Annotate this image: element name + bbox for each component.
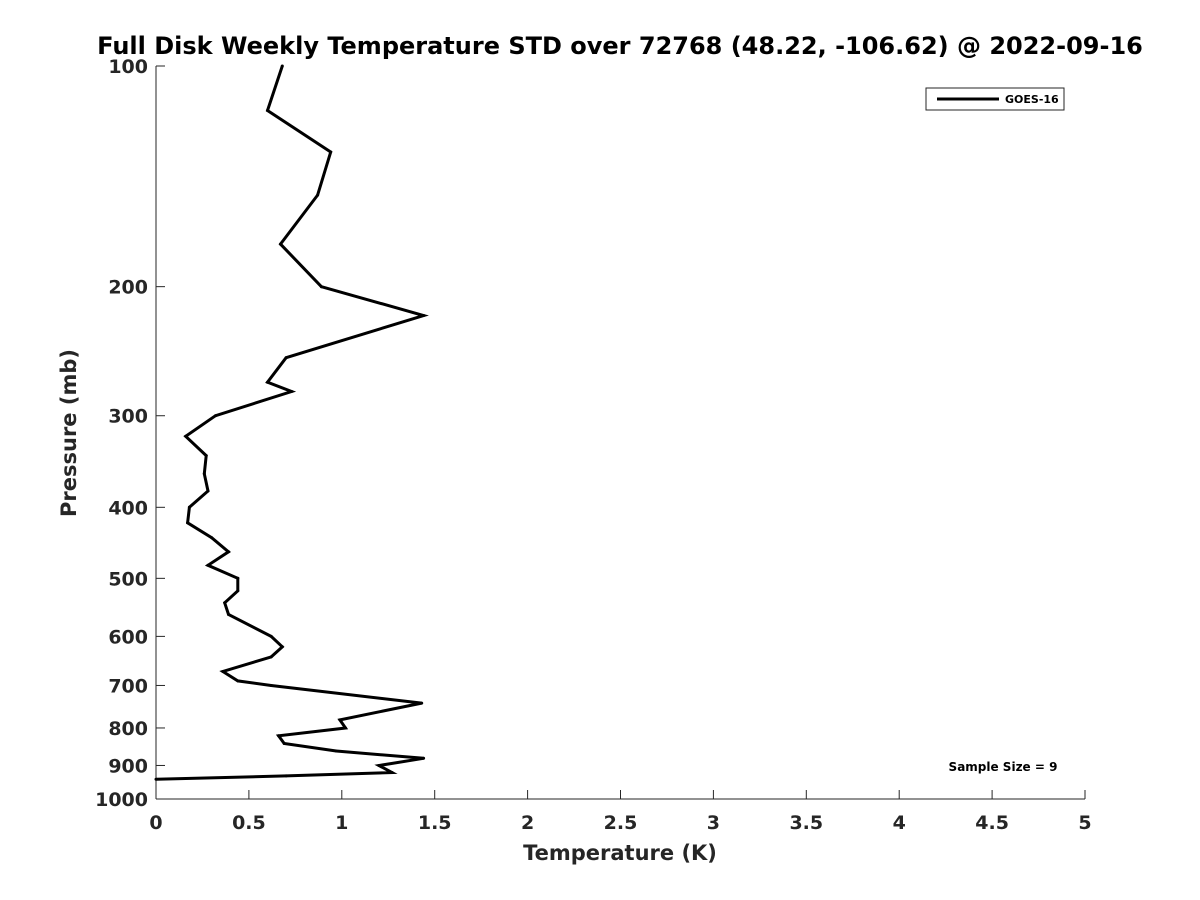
data-point (334, 749, 338, 753)
data-point (269, 684, 273, 687)
y-tick-label: 300 (108, 406, 148, 428)
x-tick-label: 3 (707, 812, 720, 834)
data-point (184, 434, 188, 438)
data-point (422, 314, 426, 317)
data-point (420, 701, 424, 705)
data-point (236, 589, 240, 593)
y-tick-label: 1000 (95, 789, 148, 811)
data-point (154, 777, 158, 781)
data-point (377, 764, 381, 767)
series-points (154, 64, 426, 781)
x-axis-ticks: 0 0.5 1 1.5 2 2.5 3 3.5 4 4.5 5 (149, 790, 1092, 834)
data-point (202, 472, 206, 476)
data-point (266, 380, 269, 384)
data-point (223, 601, 227, 605)
data-point (390, 771, 394, 774)
data-point (269, 634, 273, 638)
legend: GOES-16 (925, 87, 1065, 111)
x-tick-label: 2.5 (604, 812, 638, 834)
data-point (277, 734, 281, 738)
data-point (266, 109, 269, 112)
data-point (236, 679, 240, 683)
data-point (227, 612, 230, 616)
y-tick-label: 200 (108, 277, 148, 299)
data-point (316, 193, 320, 197)
data-point (236, 576, 240, 580)
chart-title: Full Disk Weekly Temperature STD over 72… (97, 32, 1143, 60)
data-point (282, 742, 286, 745)
data-point (221, 670, 225, 673)
data-point (187, 505, 191, 509)
data-point (284, 356, 288, 360)
data-point (329, 150, 333, 154)
data-point (319, 285, 323, 289)
y-tick-label: 800 (108, 718, 148, 740)
data-point (186, 521, 190, 525)
data-point (206, 563, 210, 567)
data-point (280, 64, 284, 68)
y-axis-label: Pressure (mb) (57, 349, 81, 517)
x-axis-label: Temperature (K) (523, 841, 717, 865)
data-point (338, 718, 342, 722)
x-tick-label: 0.5 (232, 812, 266, 834)
x-tick-label: 3.5 (789, 812, 823, 834)
legend-label-goes-16: GOES-16 (1005, 93, 1059, 106)
data-point (280, 645, 284, 649)
data-point (290, 390, 294, 393)
x-tick-label: 4 (893, 812, 906, 834)
sample-size-annotation: Sample Size = 9 (949, 760, 1058, 774)
x-tick-label: 4.5 (975, 812, 1009, 834)
y-tick-label: 100 (108, 56, 148, 78)
y-tick-label: 700 (108, 675, 148, 697)
data-point (210, 536, 214, 540)
data-point (344, 726, 347, 730)
y-tick-label: 500 (108, 568, 148, 590)
y-tick-label: 400 (108, 497, 148, 519)
x-tick-label: 2 (521, 812, 534, 834)
data-point (279, 242, 282, 246)
x-tick-label: 0 (149, 812, 162, 834)
data-point (227, 550, 230, 554)
x-tick-label: 1.5 (418, 812, 452, 834)
plot-area: 0 0.5 1 1.5 2 2.5 3 3.5 4 4.5 5 100 200 300 400 500 600… (95, 56, 1092, 834)
y-tick-label: 600 (108, 626, 148, 648)
data-point (206, 489, 210, 493)
data-point (214, 414, 217, 418)
y-axis-ticks: 100 200 300 400 500 600 700 800 900 1000 (95, 56, 165, 811)
x-tick-label: 5 (1078, 812, 1091, 834)
data-point (422, 756, 426, 760)
data-point (269, 655, 273, 659)
data-point (284, 774, 288, 778)
y-tick-label: 900 (108, 755, 148, 777)
data-point (204, 454, 208, 458)
x-tick-label: 1 (335, 812, 348, 834)
